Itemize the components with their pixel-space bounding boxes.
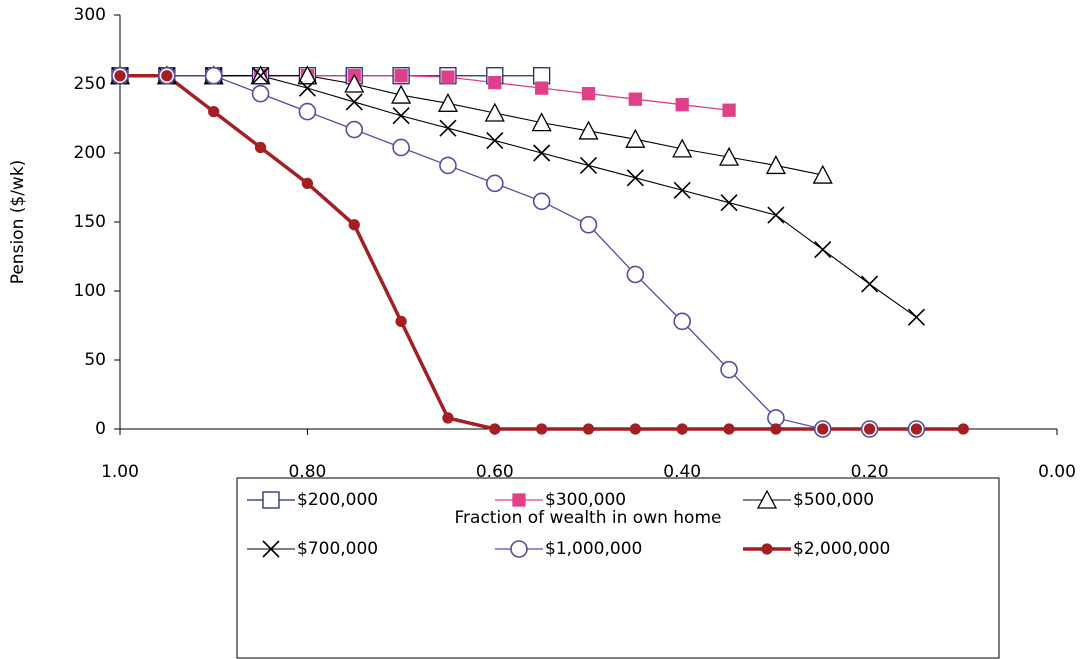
marker [629, 423, 641, 435]
marker [254, 141, 267, 154]
y-tick-label: 300 [74, 5, 106, 25]
marker [770, 423, 782, 435]
marker [442, 412, 454, 424]
marker [628, 92, 642, 106]
marker [441, 70, 455, 84]
marker [114, 70, 126, 82]
marker [910, 423, 923, 435]
marker [486, 132, 504, 150]
marker [579, 156, 598, 174]
x-tick-label: 0.20 [851, 462, 889, 482]
y-tick-label: 50 [84, 350, 106, 370]
marker [582, 423, 595, 435]
marker [718, 146, 740, 166]
marker [344, 73, 365, 93]
marker [395, 315, 407, 328]
marker [345, 93, 363, 111]
marker [767, 206, 785, 224]
marker [251, 84, 270, 103]
legend-marker [761, 543, 773, 555]
marker [301, 177, 314, 190]
marker [625, 128, 646, 148]
legend-marker [510, 540, 528, 558]
marker [533, 67, 551, 85]
marker [488, 75, 502, 90]
legend-label: $500,000 [793, 490, 874, 510]
x-tick-label: 0.80 [288, 462, 326, 482]
marker [720, 360, 738, 379]
marker [672, 138, 693, 158]
legend-marker [262, 540, 280, 558]
legend-box [236, 477, 1000, 659]
marker [161, 70, 173, 82]
marker [863, 423, 876, 435]
marker [723, 423, 735, 435]
legend-marker [262, 491, 280, 509]
marker [675, 98, 689, 112]
marker [348, 219, 360, 231]
marker [578, 120, 599, 140]
marker [345, 120, 364, 139]
marker [485, 174, 504, 193]
marker [907, 308, 926, 326]
x-tick-label: 0.60 [476, 462, 514, 482]
marker [489, 423, 501, 435]
marker [204, 66, 223, 85]
legend-label: $300,000 [545, 490, 626, 510]
marker [298, 102, 317, 121]
marker [532, 192, 551, 211]
marker [439, 156, 457, 175]
y-tick-label: 100 [74, 281, 106, 301]
marker [392, 138, 410, 157]
marker [437, 92, 459, 112]
marker [676, 423, 688, 435]
marker [391, 84, 412, 104]
marker [957, 423, 969, 435]
x-tick-label: 0.00 [1038, 462, 1076, 482]
y-tick-label: 150 [74, 212, 106, 232]
marker [531, 112, 552, 132]
marker [394, 69, 408, 83]
marker [484, 102, 505, 122]
legend-label: $700,000 [297, 539, 378, 559]
marker [626, 265, 645, 284]
marker [298, 79, 316, 97]
marker [722, 103, 736, 117]
marker [581, 87, 596, 101]
series-line [120, 75, 917, 318]
marker [765, 155, 786, 175]
legend-label: $2,000,000 [793, 539, 890, 559]
y-tick-label: 0 [95, 419, 106, 439]
marker [251, 67, 270, 85]
x-axis-label: Fraction of wealth in own home [455, 508, 722, 528]
marker [814, 241, 832, 259]
marker [673, 312, 692, 331]
legend-label: $1,000,000 [545, 539, 642, 559]
marker [536, 423, 548, 435]
y-tick-label: 200 [74, 143, 106, 163]
marker [392, 107, 410, 125]
marker [817, 423, 829, 435]
marker [812, 164, 833, 184]
series-line [120, 75, 917, 430]
marker [297, 65, 318, 85]
marker [626, 169, 644, 187]
y-axis-label: Pension ($/wk) [8, 160, 28, 285]
series-line [120, 75, 823, 176]
marker [720, 194, 738, 212]
legend-marker [512, 493, 526, 507]
marker [535, 81, 549, 95]
legend-label: $200,000 [297, 490, 378, 510]
x-tick-label: 1.00 [101, 462, 139, 482]
y-tick-label: 250 [74, 74, 106, 94]
x-tick-label: 0.40 [663, 462, 701, 482]
marker [533, 144, 551, 162]
marker [673, 181, 691, 199]
marker [439, 119, 457, 137]
marker [208, 105, 220, 118]
marker [861, 275, 879, 293]
legend-marker [756, 489, 778, 509]
marker [579, 215, 598, 234]
